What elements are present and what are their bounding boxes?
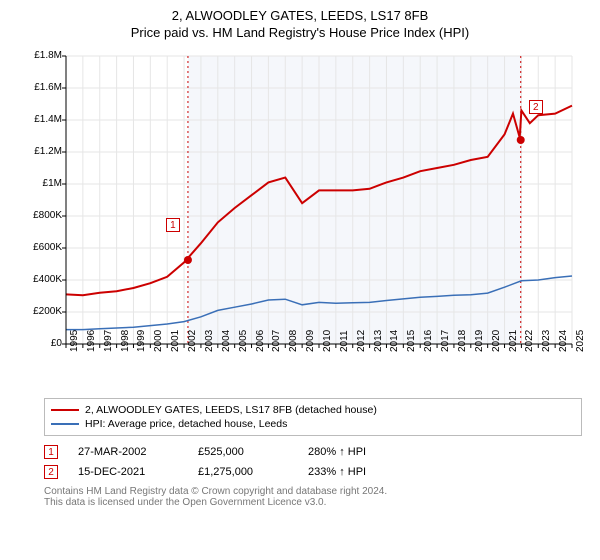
legend-label: 2, ALWOODLEY GATES, LEEDS, LS17 8FB (det… (85, 404, 377, 416)
y-tick-label: £600K (20, 242, 62, 253)
transaction-row: 1 27-MAR-2002 £525,000 280% ↑ HPI (44, 442, 582, 462)
x-tick-label: 1998 (120, 330, 131, 352)
x-tick-label: 1997 (103, 330, 114, 352)
x-tick-label: 2000 (153, 330, 164, 352)
x-tick-label: 2021 (508, 330, 519, 352)
y-tick-label: £200K (20, 306, 62, 317)
footer: Contains HM Land Registry data © Crown c… (44, 486, 582, 508)
sale-marker: 2 (529, 100, 543, 114)
legend: 2, ALWOODLEY GATES, LEEDS, LS17 8FB (det… (44, 398, 582, 436)
tx-marker-id: 1 (48, 447, 54, 458)
chart-container: 2, ALWOODLEY GATES, LEEDS, LS17 8FB Pric… (0, 0, 600, 560)
x-tick-label: 2015 (406, 330, 417, 352)
x-tick-label: 2013 (373, 330, 384, 352)
x-tick-label: 2008 (288, 330, 299, 352)
transaction-marker: 1 (44, 445, 58, 459)
y-tick-label: £800K (20, 210, 62, 221)
x-tick-label: 2001 (170, 330, 181, 352)
legend-label: HPI: Average price, detached house, Leed… (85, 418, 287, 430)
x-tick-label: 2018 (457, 330, 468, 352)
tx-marker-id: 2 (48, 467, 54, 478)
legend-swatch (51, 409, 79, 411)
x-tick-label: 2022 (524, 330, 535, 352)
x-tick-label: 2016 (423, 330, 434, 352)
tx-price: £525,000 (198, 446, 288, 458)
x-tick-label: 2010 (322, 330, 333, 352)
x-tick-label: 2003 (204, 330, 215, 352)
x-tick-label: 2009 (305, 330, 316, 352)
tx-price: £1,275,000 (198, 466, 288, 478)
x-tick-label: 2004 (221, 330, 232, 352)
legend-swatch (51, 423, 79, 425)
x-tick-label: 2007 (271, 330, 282, 352)
x-tick-label: 2025 (575, 330, 586, 352)
y-tick-label: £1M (20, 178, 62, 189)
transactions: 1 27-MAR-2002 £525,000 280% ↑ HPI 2 15-D… (44, 442, 582, 482)
x-tick-label: 2002 (187, 330, 198, 352)
tx-pct: 280% ↑ HPI (308, 446, 408, 458)
y-tick-label: £400K (20, 274, 62, 285)
x-tick-label: 2023 (541, 330, 552, 352)
title-subtitle: Price paid vs. HM Land Registry's House … (8, 25, 592, 40)
y-tick-label: £0 (20, 338, 62, 349)
y-tick-label: £1.2M (20, 146, 62, 157)
y-tick-label: £1.4M (20, 114, 62, 125)
legend-item: 2, ALWOODLEY GATES, LEEDS, LS17 8FB (det… (51, 403, 575, 417)
x-tick-label: 2006 (255, 330, 266, 352)
x-tick-label: 2024 (558, 330, 569, 352)
x-tick-label: 2014 (389, 330, 400, 352)
transaction-marker: 2 (44, 465, 58, 479)
titles: 2, ALWOODLEY GATES, LEEDS, LS17 8FB Pric… (8, 8, 592, 40)
x-tick-label: 2020 (491, 330, 502, 352)
legend-item: HPI: Average price, detached house, Leed… (51, 417, 575, 431)
y-tick-label: £1.8M (20, 50, 62, 61)
transaction-row: 2 15-DEC-2021 £1,275,000 233% ↑ HPI (44, 462, 582, 482)
y-tick-label: £1.6M (20, 82, 62, 93)
x-tick-label: 1996 (86, 330, 97, 352)
sale-marker: 1 (166, 218, 180, 232)
tx-pct: 233% ↑ HPI (308, 466, 408, 478)
x-tick-label: 1995 (69, 330, 80, 352)
tx-date: 27-MAR-2002 (78, 446, 178, 458)
footer-line: This data is licensed under the Open Gov… (44, 497, 582, 508)
x-tick-label: 2019 (474, 330, 485, 352)
footer-line: Contains HM Land Registry data © Crown c… (44, 486, 582, 497)
x-tick-label: 2017 (440, 330, 451, 352)
x-tick-label: 2005 (238, 330, 249, 352)
title-address: 2, ALWOODLEY GATES, LEEDS, LS17 8FB (8, 8, 592, 23)
x-tick-label: 2011 (339, 330, 350, 352)
x-tick-label: 1999 (136, 330, 147, 352)
tx-date: 15-DEC-2021 (78, 466, 178, 478)
plot-area: £0 £200K £400K £600K £800K £1M £1.2M £1.4M £1.6M… (20, 50, 580, 390)
x-tick-label: 2012 (356, 330, 367, 352)
